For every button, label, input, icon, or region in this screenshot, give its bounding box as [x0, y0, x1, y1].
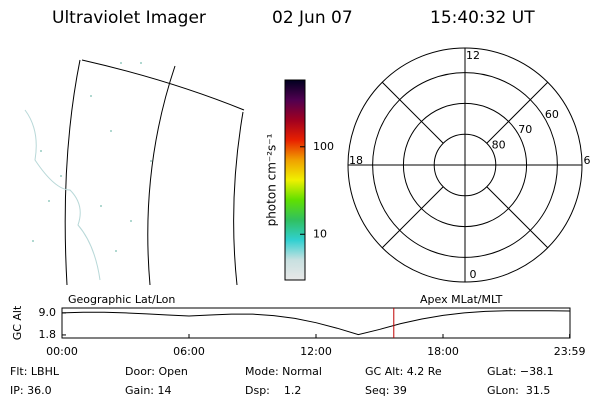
speckle	[32, 62, 152, 252]
radial-line	[381, 81, 444, 144]
tick-label: 10	[313, 227, 327, 240]
status-field: Mode: Normal	[245, 365, 322, 378]
lon-line	[64, 59, 81, 286]
lon-line	[147, 65, 176, 286]
status-field: GLon: 31.5	[487, 384, 550, 397]
status-field: GC Alt: 4.2 Re	[365, 365, 442, 378]
status-field: IP: 36.0	[10, 384, 52, 397]
status-field: Flt: LBHL	[10, 365, 60, 378]
colorbar	[284, 79, 306, 281]
y-axis-label: GC Alt	[11, 305, 24, 340]
coastline	[24, 109, 101, 281]
ring-label: 60	[545, 108, 559, 121]
lon-line	[233, 111, 244, 286]
radial-line	[381, 186, 444, 249]
geo-map	[24, 59, 245, 286]
y-tick-label: 1.8	[39, 328, 57, 341]
panel-label: Geographic Lat/Lon	[68, 293, 175, 306]
lat-line	[81, 59, 245, 111]
mlt-label: 0	[470, 268, 477, 281]
status-field: Seq: 39	[365, 384, 407, 397]
instrument: Ultraviolet Imager	[52, 8, 206, 28]
status-field: Door: Open	[125, 365, 188, 378]
tick-label: 100	[313, 140, 334, 153]
mlt-label: 6	[584, 154, 591, 167]
status-field: GLat: −38.1	[487, 365, 554, 378]
panel-label: Apex MLat/MLT	[420, 293, 503, 306]
ring-label: 70	[518, 123, 532, 136]
status-field: Dsp: 1.2	[245, 384, 301, 397]
x-tick-label: 23:59	[554, 345, 586, 358]
time: 15:40:32 UT	[430, 8, 535, 28]
ring-label: 80	[492, 139, 506, 152]
mlt-label: 18	[349, 154, 363, 167]
x-tick-label: 18:00	[427, 345, 459, 358]
x-tick-label: 12:00	[300, 345, 332, 358]
altitude-line	[61, 310, 571, 336]
mlt-label: 12	[466, 49, 480, 62]
date: 02 Jun 07	[272, 8, 353, 28]
radial-line	[486, 186, 549, 249]
y-tick-label: 9.0	[39, 306, 57, 319]
x-tick-label: 00:00	[46, 345, 78, 358]
radial-line	[486, 81, 549, 144]
colorbar-label: photon cm⁻²s⁻¹	[265, 133, 279, 226]
x-tick-label: 06:00	[173, 345, 205, 358]
status-field: Gain: 14	[125, 384, 172, 397]
